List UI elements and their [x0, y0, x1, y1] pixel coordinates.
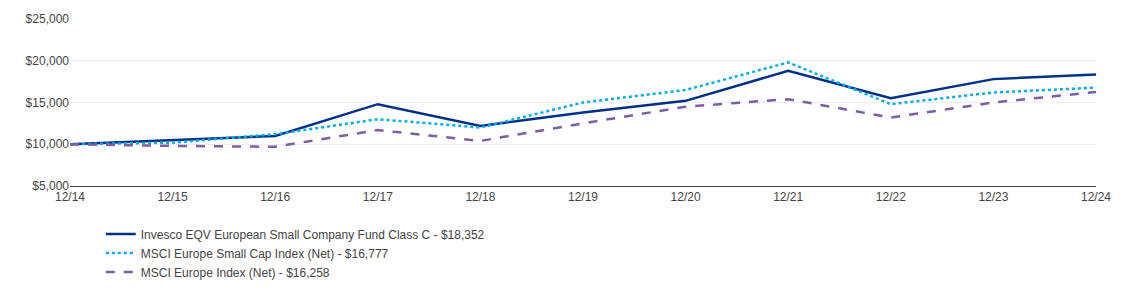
svg-text:12/24: 12/24 [1081, 190, 1111, 204]
svg-text:12/18: 12/18 [465, 190, 495, 204]
svg-text:12/16: 12/16 [260, 190, 290, 204]
svg-text:12/14: 12/14 [55, 190, 85, 204]
svg-text:Invesco EQV European Small Com: Invesco EQV European Small Company Fund … [141, 228, 485, 242]
svg-text:$20,000: $20,000 [26, 54, 70, 68]
svg-text:12/23: 12/23 [978, 190, 1008, 204]
svg-text:12/19: 12/19 [568, 190, 598, 204]
svg-text:12/20: 12/20 [671, 190, 701, 204]
svg-text:12/21: 12/21 [773, 190, 803, 204]
svg-text:MSCI Europe Index (Net) - $16,: MSCI Europe Index (Net) - $16,258 [141, 266, 330, 280]
svg-text:$5,000: $5,000 [32, 179, 69, 193]
svg-text:12/22: 12/22 [876, 190, 906, 204]
svg-text:$10,000: $10,000 [26, 137, 70, 151]
svg-text:12/17: 12/17 [363, 190, 393, 204]
svg-text:12/15: 12/15 [158, 190, 188, 204]
svg-text:$15,000: $15,000 [26, 96, 70, 110]
svg-text:MSCI Europe Small Cap Index (N: MSCI Europe Small Cap Index (Net) - $16,… [141, 247, 389, 261]
svg-text:$25,000: $25,000 [26, 12, 70, 26]
